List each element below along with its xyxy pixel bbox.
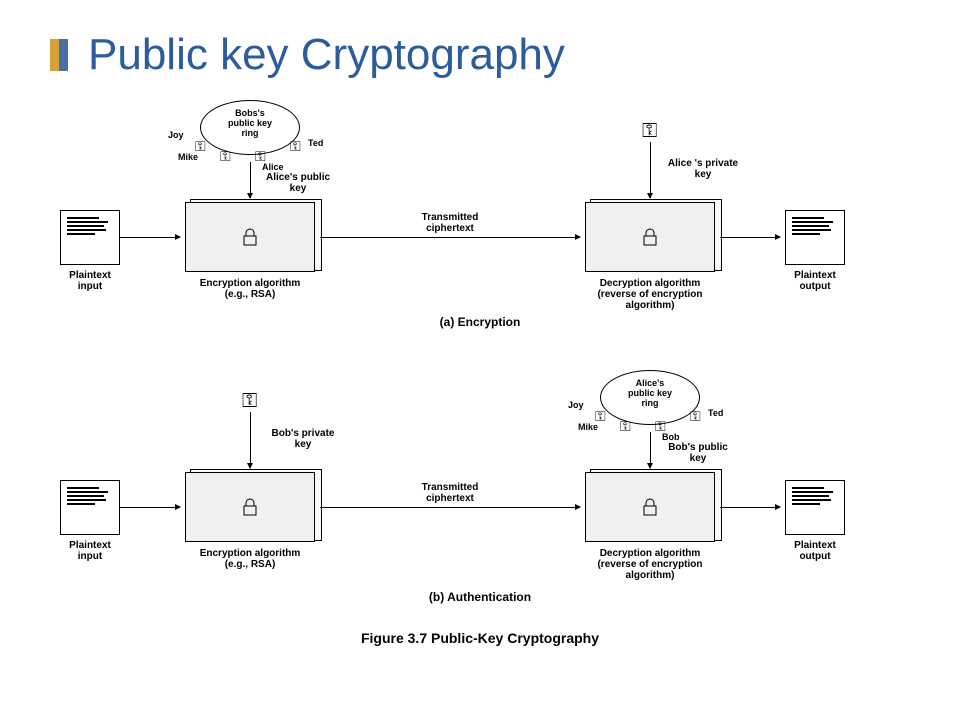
keyring-name: Mike	[178, 152, 198, 162]
arrow-icon	[120, 507, 180, 508]
keyring-name: Joy	[168, 130, 184, 140]
keyring-name: Mike	[578, 422, 598, 432]
lock-icon	[240, 227, 260, 247]
decryption-label: Decryption algorithm (reverse of encrypt…	[575, 278, 725, 311]
arrow-icon	[320, 237, 580, 238]
key-icon: ⚿	[620, 418, 631, 435]
arrow-icon	[650, 432, 651, 468]
arrow-icon	[320, 507, 580, 508]
section-a-label: (a) Encryption	[60, 315, 900, 329]
flow-encryption: Plaintext input Encryption algorithm (e.…	[60, 100, 900, 330]
keyring-alice-label: Alice's public key ring	[601, 379, 699, 409]
keyring-bob: Bobs's public key ring	[200, 100, 300, 155]
key-icon: ⚿	[642, 120, 657, 143]
plaintext-input-doc	[60, 210, 120, 265]
plaintext-output-label: Plaintext output	[775, 270, 855, 292]
arrow-icon	[720, 237, 780, 238]
arrow-icon	[250, 162, 251, 198]
keyring-bob-label: Bobs's public key ring	[201, 109, 299, 139]
keyring-name: Alice	[262, 162, 284, 172]
encryption-box	[185, 202, 315, 272]
encryption-label: Encryption algorithm (e.g., RSA)	[175, 278, 325, 300]
transmitted-label: Transmitted ciphertext	[400, 212, 500, 234]
decryption-box	[585, 472, 715, 542]
lock-icon	[240, 497, 260, 517]
plaintext-output-label: Plaintext output	[775, 540, 855, 562]
title-marker-icon	[50, 39, 68, 71]
plaintext-input-doc	[60, 480, 120, 535]
transmitted-label: Transmitted ciphertext	[400, 482, 500, 504]
keyring-alice: Alice's public key ring	[600, 370, 700, 425]
keyring-name: Joy	[568, 400, 584, 410]
public-key-label: Bob's public key	[658, 442, 738, 464]
keyring-name: Ted	[708, 408, 723, 418]
title-area: Public key Cryptography	[50, 30, 565, 80]
lock-icon	[640, 497, 660, 517]
arrow-icon	[650, 142, 651, 198]
encryption-box	[185, 472, 315, 542]
flow-authentication: Plaintext input Encryption algorithm (e.…	[60, 370, 900, 620]
arrow-icon	[250, 412, 251, 468]
section-b-label: (b) Authentication	[60, 590, 900, 604]
diagram-container: Plaintext input Encryption algorithm (e.…	[60, 100, 900, 660]
plaintext-output-doc	[785, 210, 845, 265]
private-key-label: Alice 's private key	[658, 158, 748, 180]
figure-caption: Figure 3.7 Public-Key Cryptography	[60, 630, 900, 646]
plaintext-input-label: Plaintext input	[50, 270, 130, 292]
key-icon: ⚿	[690, 408, 701, 425]
public-key-label: Alice's public key	[258, 172, 338, 194]
private-key-label: Bob's private key	[258, 428, 348, 450]
encryption-label: Encryption algorithm (e.g., RSA)	[175, 548, 325, 570]
keyring-name: Bob	[662, 432, 680, 442]
arrow-icon	[120, 237, 180, 238]
key-icon: ⚿	[220, 148, 231, 165]
decryption-box	[585, 202, 715, 272]
decryption-label: Decryption algorithm (reverse of encrypt…	[575, 548, 725, 581]
lock-icon	[640, 227, 660, 247]
page-title: Public key Cryptography	[88, 30, 565, 80]
key-icon: ⚿	[290, 138, 301, 155]
key-icon: ⚿	[242, 390, 257, 413]
plaintext-output-doc	[785, 480, 845, 535]
keyring-name: Ted	[308, 138, 323, 148]
arrow-icon	[720, 507, 780, 508]
plaintext-input-label: Plaintext input	[50, 540, 130, 562]
